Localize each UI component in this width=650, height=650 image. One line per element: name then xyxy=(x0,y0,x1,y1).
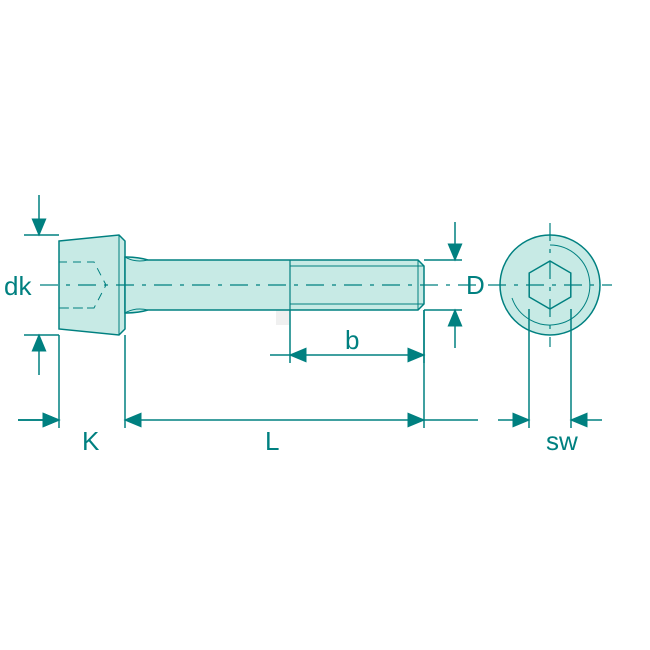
dim-K xyxy=(18,335,165,428)
label-K: K xyxy=(82,426,100,456)
label-D: D xyxy=(466,270,485,300)
label-dk: dk xyxy=(4,271,32,301)
technical-diagram: T xyxy=(0,0,650,650)
label-L: L xyxy=(265,426,279,456)
label-sw: sw xyxy=(546,426,578,456)
label-b: b xyxy=(345,325,359,355)
